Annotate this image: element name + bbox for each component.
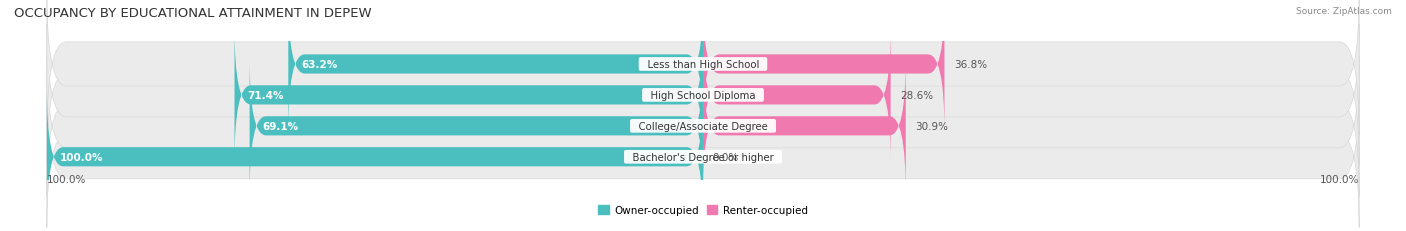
- Text: Source: ZipAtlas.com: Source: ZipAtlas.com: [1296, 7, 1392, 16]
- Text: 71.4%: 71.4%: [247, 91, 284, 100]
- FancyBboxPatch shape: [235, 28, 703, 163]
- FancyBboxPatch shape: [46, 87, 1360, 228]
- Text: 63.2%: 63.2%: [301, 60, 337, 70]
- FancyBboxPatch shape: [703, 0, 945, 132]
- Text: Bachelor's Degree or higher: Bachelor's Degree or higher: [626, 152, 780, 162]
- Text: College/Associate Degree: College/Associate Degree: [631, 121, 775, 131]
- FancyBboxPatch shape: [46, 56, 1360, 197]
- Text: 100.0%: 100.0%: [60, 152, 104, 162]
- Text: 28.6%: 28.6%: [900, 91, 934, 100]
- Text: 0.0%: 0.0%: [713, 152, 740, 162]
- Text: OCCUPANCY BY EDUCATIONAL ATTAINMENT IN DEPEW: OCCUPANCY BY EDUCATIONAL ATTAINMENT IN D…: [14, 7, 371, 20]
- Legend: Owner-occupied, Renter-occupied: Owner-occupied, Renter-occupied: [595, 201, 811, 219]
- Text: 69.1%: 69.1%: [263, 121, 299, 131]
- FancyBboxPatch shape: [46, 25, 1360, 166]
- Text: 36.8%: 36.8%: [955, 60, 987, 70]
- FancyBboxPatch shape: [46, 0, 1360, 135]
- Text: Less than High School: Less than High School: [641, 60, 765, 70]
- FancyBboxPatch shape: [46, 90, 703, 225]
- Text: 30.9%: 30.9%: [915, 121, 949, 131]
- Text: High School Diploma: High School Diploma: [644, 91, 762, 100]
- Text: 100.0%: 100.0%: [46, 174, 86, 184]
- FancyBboxPatch shape: [288, 0, 703, 132]
- FancyBboxPatch shape: [250, 59, 703, 194]
- FancyBboxPatch shape: [703, 28, 890, 163]
- FancyBboxPatch shape: [703, 59, 905, 194]
- Text: 100.0%: 100.0%: [1320, 174, 1360, 184]
